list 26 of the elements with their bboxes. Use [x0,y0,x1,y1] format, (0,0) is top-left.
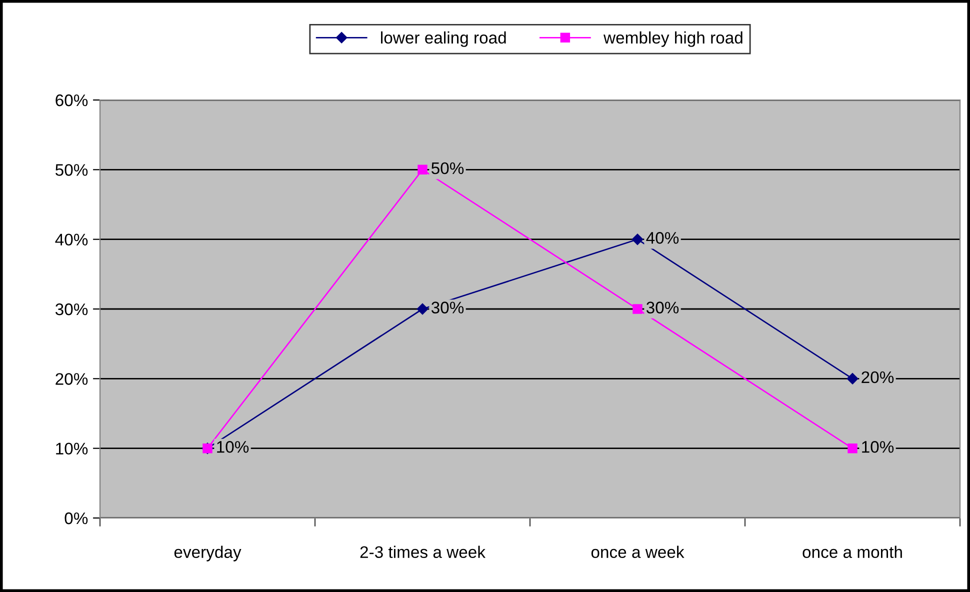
data-label: 10% [217,441,249,453]
y-tick-label: 10% [56,442,88,455]
point [418,164,428,175]
data-label: 40% [646,232,679,244]
y-tick-label: 50% [56,164,88,176]
x-tick-label: once a month [802,546,902,558]
y-tick-label: 40% [55,234,88,246]
data-label: 10% [862,441,894,453]
point [848,443,858,454]
x-tick-label: once a week [591,546,684,558]
x-tick-label: 2-3 times a week [360,546,486,558]
y-tick-label: 0% [64,512,88,524]
y-tick-label: 30% [55,303,88,316]
point [632,304,642,314]
data-label: 50% [432,162,464,174]
point [632,234,644,245]
data-label: 30% [431,302,464,314]
x-tick-label: everyday [174,546,242,562]
point [416,303,428,315]
legend-label: lower ealing road [381,31,506,47]
y-tick-label: 60% [56,94,88,106]
data-label: 30% [646,302,679,314]
point [846,373,858,384]
y-tick-label: 20% [56,373,88,385]
legend-label: wembley high road [603,31,742,47]
data-label: 20% [862,371,894,384]
